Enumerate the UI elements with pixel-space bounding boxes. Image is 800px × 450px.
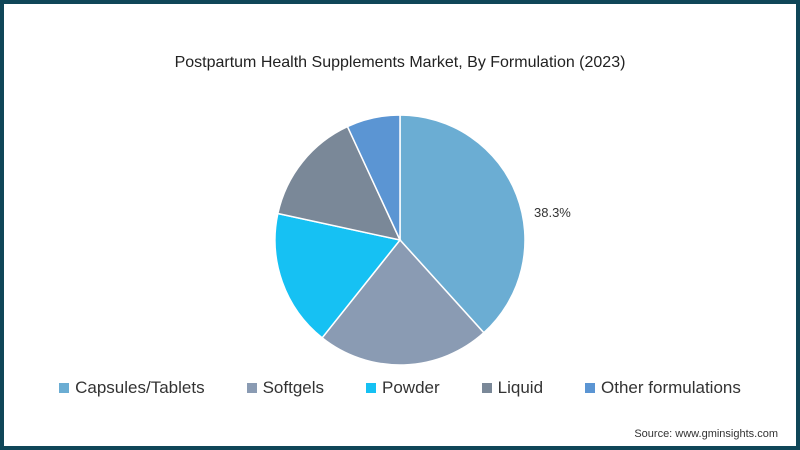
chart-title: Postpartum Health Supplements Market, By… [174,54,626,71]
pie-chart: 38.3% [274,114,571,366]
legend: Capsules/Tablets Softgels Powder Liquid Othe… [4,378,796,398]
legend-swatch [366,383,377,393]
legend-item: Softgels [246,378,325,398]
legend-swatch [481,383,492,393]
legend-swatch [585,383,596,393]
legend-label: Other formulations [601,378,741,397]
legend-label: Softgels [262,378,325,397]
source-note: Source: www.gminsights.com [634,428,778,440]
legend-label: Powder [382,378,440,397]
legend-item: Other formulations [585,378,741,398]
pie-slice-softgels [321,238,485,366]
legend-swatch [59,383,70,393]
pie-slice-capsules-tablets [399,114,526,334]
legend-label: Capsules/Tablets [75,378,205,397]
data-label: 38.3% [534,205,571,220]
pie-slice-other-formulations [346,114,401,241]
legend-item: Capsules/Tablets [59,378,205,398]
legend-item: Powder [366,378,440,398]
legend-swatch [246,383,257,393]
pie-slice-liquid [276,125,402,242]
legend-label: Liquid [497,378,544,397]
pie-slice-powder [274,212,402,339]
legend-item: Liquid [481,378,544,398]
